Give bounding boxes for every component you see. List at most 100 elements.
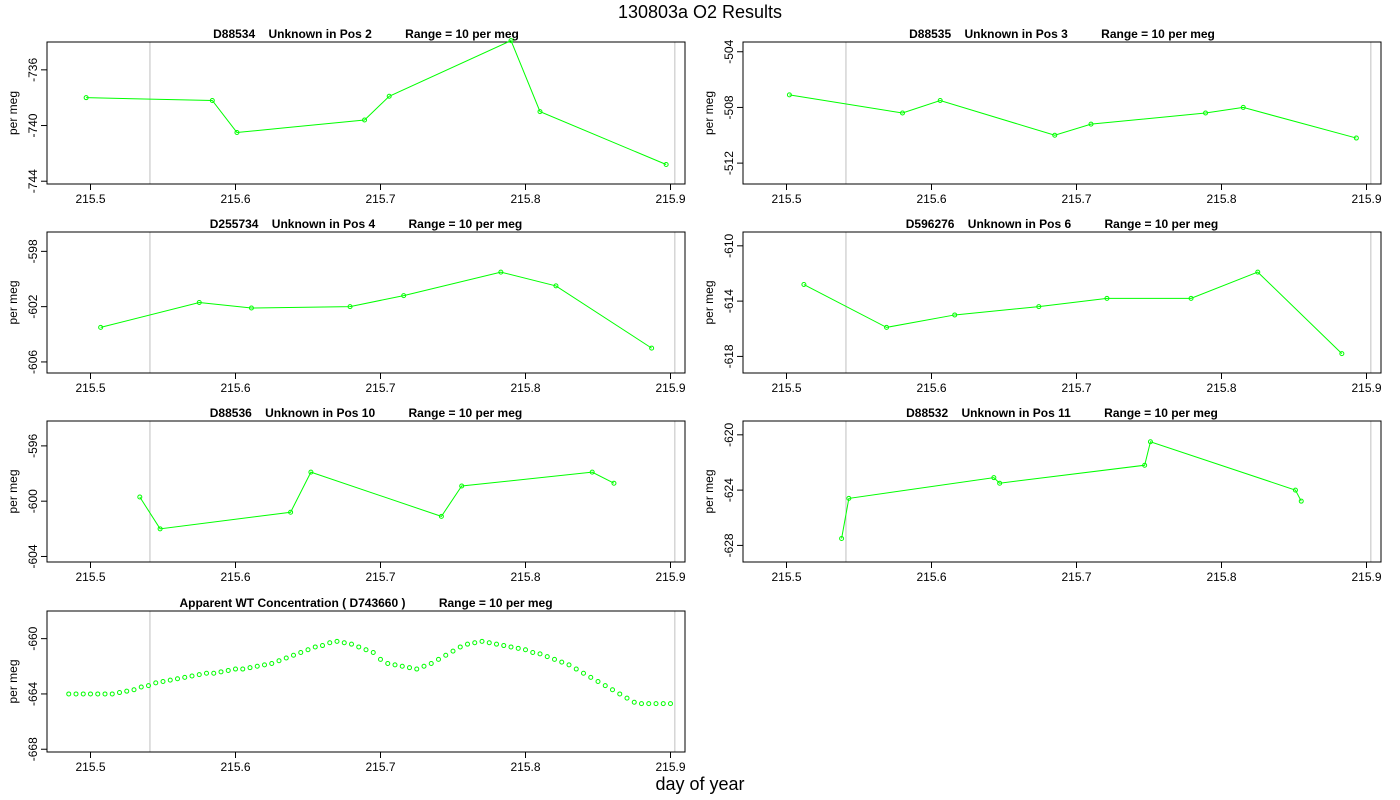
data-point [362, 117, 368, 123]
data-point [88, 691, 93, 697]
data-point [262, 662, 267, 668]
chart-panel-3: D255734 Unknown in Pos 4 Range = 10 per … [6, 217, 686, 395]
data-point [537, 651, 543, 657]
x-tick-label: 215.6 [220, 192, 250, 206]
data-point [218, 669, 224, 675]
data-point [407, 665, 412, 671]
data-point [498, 269, 504, 275]
data-point [109, 691, 115, 697]
x-tick-label: 215.5 [75, 760, 105, 774]
data-point [347, 304, 353, 310]
x-tick-label: 215.6 [916, 570, 946, 584]
y-axis-label: per meg [702, 280, 716, 324]
data-point [457, 644, 463, 650]
y-tick-label: -736 [26, 58, 40, 82]
y-tick-label: -668 [26, 737, 40, 761]
data-point [247, 665, 253, 671]
data-point [523, 647, 528, 653]
data-point [552, 656, 557, 662]
data-point [588, 674, 594, 680]
x-tick-label: 215.7 [1061, 192, 1091, 206]
series-line [139, 471, 615, 530]
y-tick-label: -620 [722, 422, 736, 446]
data-point [631, 699, 637, 705]
data-point [515, 645, 521, 651]
x-tick-label: 215.8 [1206, 381, 1236, 395]
data-point [189, 673, 195, 679]
data-point [501, 643, 507, 649]
data-point [167, 677, 173, 683]
y-tick-label: -624 [722, 478, 736, 502]
data-point [385, 661, 391, 667]
plot-frame [742, 41, 1382, 185]
data-point [349, 641, 354, 647]
x-tick-label: 215.5 [771, 381, 801, 395]
data-point [1147, 439, 1153, 445]
y-tick-label: -664 [26, 682, 40, 706]
data-point [602, 683, 608, 689]
data-point [291, 652, 296, 658]
data-point [1203, 110, 1209, 116]
x-tick-label: 215.9 [1351, 192, 1381, 206]
data-point [443, 652, 449, 658]
data-point [363, 647, 369, 653]
panel-title: D88532 Unknown in Pos 11 Range = 10 per … [906, 406, 1218, 420]
x-tick-label: 215.7 [1061, 570, 1091, 584]
data-point [566, 662, 572, 668]
y-tick-label: -744 [26, 169, 40, 193]
chart-panel-7: Apparent WT Concentration ( D743660 ) Ra… [6, 596, 686, 774]
data-point [225, 667, 231, 673]
panel-title: Apparent WT Concentration ( D743660 ) Ra… [179, 596, 552, 610]
data-point [421, 663, 427, 669]
data-point [486, 640, 492, 646]
data-point [327, 640, 333, 646]
data-point [573, 666, 579, 672]
data-point [117, 690, 122, 696]
panel-title: D88535 Unknown in Pos 3 Range = 10 per m… [909, 27, 1215, 41]
data-point [276, 658, 282, 664]
data-point [312, 644, 318, 650]
y-axis-label: per meg [6, 91, 20, 135]
data-point [131, 687, 137, 693]
page-title: 130803a O2 Results [617, 2, 783, 22]
data-point [786, 92, 792, 98]
data-point [211, 670, 217, 676]
x-tick-label: 215.8 [510, 570, 540, 584]
plot-frame [46, 610, 686, 753]
data-point [137, 494, 143, 500]
data-point [559, 659, 565, 665]
x-tick-label: 215.7 [365, 192, 395, 206]
data-point [288, 509, 294, 515]
x-tick-label: 215.6 [220, 760, 250, 774]
x-tick-label: 215.6 [916, 192, 946, 206]
plot-frame [46, 231, 686, 374]
data-point [308, 469, 314, 475]
data-point [341, 640, 347, 646]
x-tick-label: 215.6 [916, 381, 946, 395]
y-axis-label: per meg [702, 91, 716, 135]
panel-title: D255734 Unknown in Pos 4 Range = 10 per … [210, 217, 522, 231]
x-tick-label: 215.9 [655, 192, 685, 206]
data-point [153, 680, 159, 686]
panel-title: D88534 Unknown in Pos 2 Range = 10 per m… [213, 27, 519, 41]
x-tick-label: 215.9 [655, 570, 685, 584]
data-point [1036, 304, 1042, 310]
x-tick-label: 215.6 [220, 381, 250, 395]
data-point [233, 666, 238, 672]
data-point [298, 649, 304, 655]
x-tick-label: 215.7 [365, 570, 395, 584]
data-point [553, 283, 559, 289]
x-tick-label: 215.8 [1206, 570, 1236, 584]
data-point [124, 688, 130, 694]
data-point [83, 95, 89, 101]
data-point [465, 641, 470, 647]
data-point [157, 526, 163, 532]
chart-panel-5: D88536 Unknown in Pos 10 Range = 10 per … [6, 406, 686, 584]
data-point [494, 641, 499, 647]
y-tick-label: -604 [26, 544, 40, 568]
y-tick-label: -618 [722, 344, 736, 368]
data-point [479, 638, 485, 644]
data-point [438, 513, 444, 519]
data-point [204, 670, 209, 676]
